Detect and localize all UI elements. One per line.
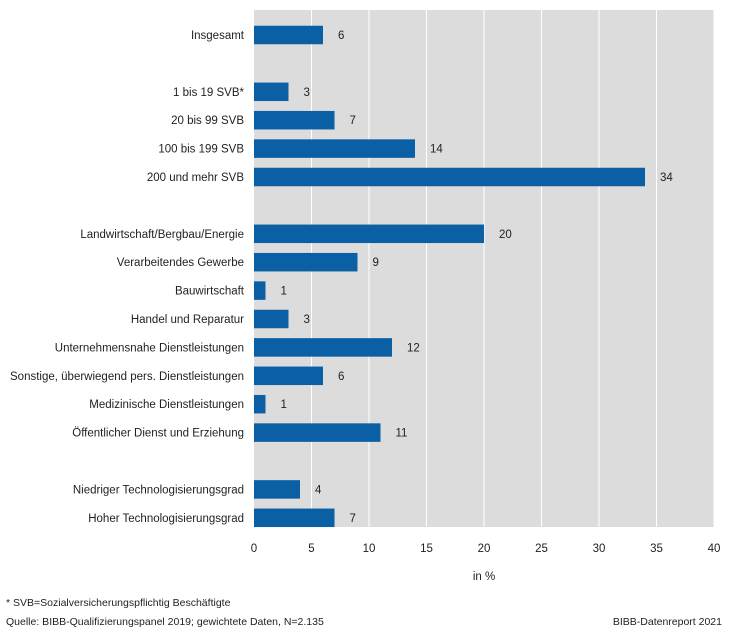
bar bbox=[254, 82, 289, 102]
bar-chart: Insgesamt 1 bis 19 SVB* 20 bis 99 SVB 100 b… bbox=[10, 10, 721, 580]
x-tick-label: 25 bbox=[535, 543, 548, 555]
value-label: 34 bbox=[660, 172, 673, 184]
value-label: 14 bbox=[430, 144, 443, 156]
value-label: 7 bbox=[350, 115, 356, 127]
value-label: 9 bbox=[373, 257, 379, 269]
value-label: 7 bbox=[350, 513, 356, 525]
value-label: 6 bbox=[338, 30, 344, 42]
bar bbox=[254, 25, 323, 45]
category-label: Verarbeitendes Gewerbe bbox=[117, 257, 244, 269]
x-tick-label: 35 bbox=[650, 543, 663, 555]
value-label: 3 bbox=[304, 87, 310, 99]
publication-credit: BIBB-Datenreport 2021 bbox=[612, 616, 722, 628]
value-label: 11 bbox=[396, 428, 408, 440]
category-label: Bauwirtschaft bbox=[175, 286, 245, 298]
bar bbox=[254, 252, 358, 272]
value-label: 1 bbox=[281, 399, 287, 411]
bar bbox=[254, 423, 381, 442]
category-label: Öffentlicher Dienst und Erziehung bbox=[72, 428, 244, 440]
category-label: 20 bis 99 SVB bbox=[171, 115, 244, 127]
bar bbox=[254, 394, 266, 414]
x-tick-label: 40 bbox=[708, 543, 721, 555]
x-tick-label: 5 bbox=[308, 543, 314, 555]
value-label: 4 bbox=[315, 484, 322, 496]
category-label: Unternehmensnahe Dienstleistungen bbox=[55, 342, 244, 354]
category-label: 200 und mehr SVB bbox=[147, 172, 245, 184]
bar bbox=[254, 139, 415, 158]
value-label: 12 bbox=[407, 342, 420, 354]
x-tick-label: 10 bbox=[363, 543, 376, 555]
bars bbox=[254, 25, 645, 528]
bar bbox=[254, 508, 335, 528]
source-note: Quelle: BIBB-Qualifizierungspanel 2019; … bbox=[6, 616, 324, 628]
category-label: Landwirtschaft/Bergbau/Energie bbox=[80, 229, 244, 241]
bar bbox=[254, 167, 645, 187]
x-axis-ticks: 0 5 10 15 20 25 30 35 40 bbox=[251, 543, 721, 555]
category-label: 1 bis 19 SVB* bbox=[173, 87, 244, 99]
x-tick-label: 30 bbox=[593, 543, 606, 555]
category-label: Sonstige, überwiegend pers. Dienstleistu… bbox=[10, 371, 244, 383]
bar bbox=[254, 309, 289, 329]
category-label: Medizinische Dienstleistungen bbox=[89, 399, 244, 411]
x-tick-label: 15 bbox=[420, 543, 433, 555]
bar bbox=[254, 480, 300, 499]
category-label: Hoher Technologisierungsgrad bbox=[88, 513, 244, 525]
category-labels: Insgesamt 1 bis 19 SVB* 20 bis 99 SVB 100 b… bbox=[10, 30, 245, 525]
value-label: 20 bbox=[499, 229, 512, 241]
value-label: 1 bbox=[281, 286, 287, 298]
category-label: Insgesamt bbox=[191, 30, 245, 42]
category-label: 100 bis 199 SVB bbox=[158, 144, 244, 156]
bar bbox=[254, 281, 266, 300]
category-label: Handel und Reparatur bbox=[131, 314, 244, 326]
bar bbox=[254, 366, 323, 386]
x-tick-label: 20 bbox=[478, 543, 491, 555]
footnote-svb: * SVB=Sozialversicherungspflichtig Besch… bbox=[6, 597, 231, 609]
category-label: Niedriger Technologisierungsgrad bbox=[73, 484, 244, 496]
value-label: 3 bbox=[304, 314, 310, 326]
bar bbox=[254, 110, 335, 130]
value-label: 6 bbox=[338, 371, 344, 383]
gridlines bbox=[311, 10, 715, 527]
x-axis-label: in % bbox=[473, 571, 495, 580]
x-tick-label: 0 bbox=[251, 543, 257, 555]
bar bbox=[254, 224, 484, 244]
bar bbox=[254, 338, 392, 357]
